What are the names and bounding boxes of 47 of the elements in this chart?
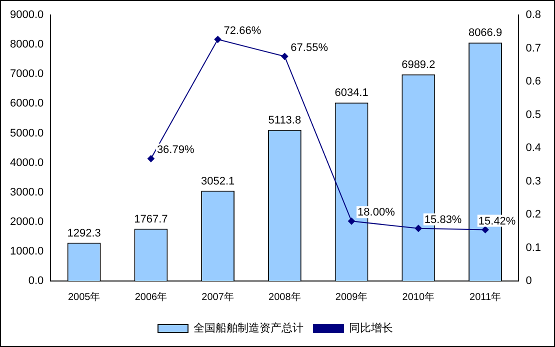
point [281,52,288,60]
y-tick-label: 8000.0 [10,38,44,51]
y2-tick-label: 0.1 [526,242,542,254]
y2-tick-label: 0.4 [526,142,542,154]
point [414,224,422,232]
data-label: 5113.8 [268,114,302,126]
y2-tick-label: 0.7 [526,42,542,54]
y2-tick-label: 0.8 [526,9,542,22]
y-tick-label: 0.0 [28,275,44,288]
y-tick-label: 7000.0 [10,68,44,80]
data-label: 1767.7 [134,213,168,226]
x-tick-label: 2005年 [68,290,100,303]
legend-label: 同比增长 [349,322,393,335]
x-tick-label: 2008年 [268,290,301,303]
data-label: 67.55% [290,42,328,54]
data-label: 15.83% [424,214,462,226]
y2-tick-label: 0 [526,275,532,288]
x-tick-label: 2006年 [134,290,168,303]
x-tick-label: 2009年 [335,290,368,303]
y2-tick-label: 0.5 [526,108,542,121]
y-tick-label: 4000.0 [10,156,44,169]
data-label: 72.66% [224,24,262,37]
point [147,155,154,162]
data-label: 1292.3 [67,227,101,240]
y-tick-label: 9000.0 [10,9,44,22]
y2-tick-label: 0.3 [526,175,542,188]
data-label: 6034.1 [334,87,368,100]
legend-label: 全国船舶制造资产总计 [194,322,304,335]
y2-tick-label: 0.6 [526,76,542,88]
data-label: 6989.2 [402,58,436,71]
y-tick-label: 3000.0 [10,186,44,198]
x-tick-label: 2010年 [402,290,435,303]
data-label: 8066.9 [468,27,502,40]
point [214,36,222,43]
y2-tick-label: 0.2 [526,208,542,221]
point [482,226,489,234]
data-label: 15.42% [478,215,516,228]
data-label: 18.00% [358,206,396,219]
point [348,218,356,225]
y-tick-label: 5000.0 [10,127,44,140]
y-tick-label: 1000.0 [10,245,44,258]
data-label: 3052.1 [200,175,235,188]
x-tick-label: 2007年 [202,290,234,303]
data-label: 36.79% [156,144,194,156]
y-tick-label: 2000.0 [10,216,44,228]
y-tick-label: 6000.0 [10,98,44,110]
x-tick-label: 2011年 [470,290,502,303]
